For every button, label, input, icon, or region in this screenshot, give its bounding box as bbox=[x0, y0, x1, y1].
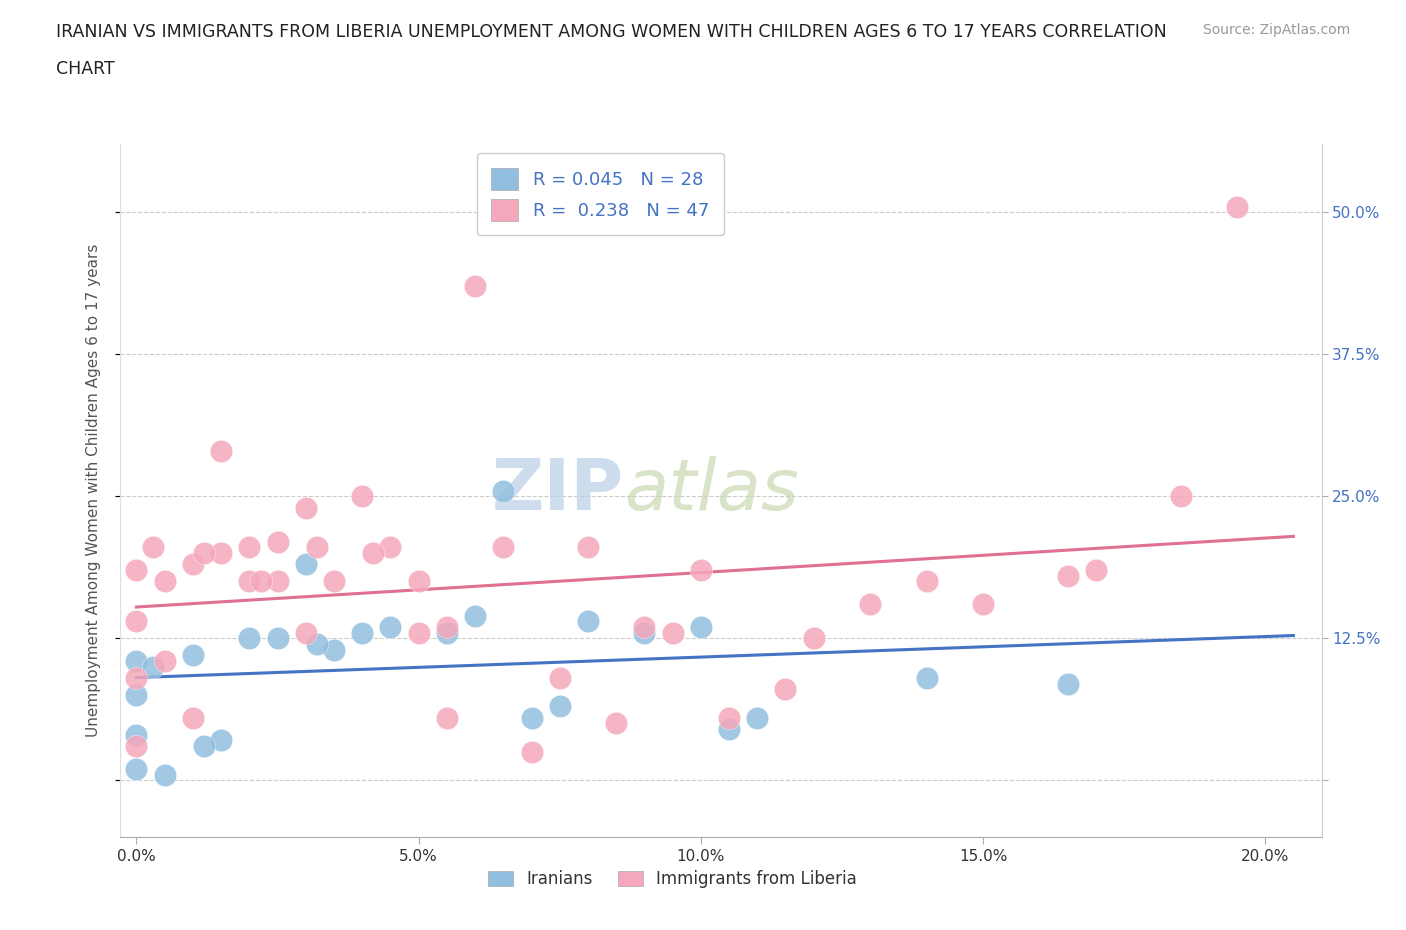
Point bbox=[803, 631, 825, 645]
Text: IRANIAN VS IMMIGRANTS FROM LIBERIA UNEMPLOYMENT AMONG WOMEN WITH CHILDREN AGES 6: IRANIAN VS IMMIGRANTS FROM LIBERIA UNEMP… bbox=[56, 23, 1167, 41]
Point bbox=[380, 619, 402, 634]
Point bbox=[266, 574, 288, 589]
Point bbox=[408, 574, 430, 589]
Point bbox=[125, 727, 148, 742]
Point bbox=[125, 671, 148, 685]
Point bbox=[747, 711, 769, 725]
Point bbox=[859, 597, 882, 612]
Point bbox=[125, 687, 148, 702]
Y-axis label: Unemployment Among Women with Children Ages 6 to 17 years: Unemployment Among Women with Children A… bbox=[86, 244, 101, 737]
Point bbox=[181, 711, 204, 725]
Point bbox=[408, 625, 430, 640]
Point bbox=[238, 631, 260, 645]
Point bbox=[1056, 568, 1078, 583]
Text: CHART: CHART bbox=[56, 60, 115, 78]
Point bbox=[380, 540, 402, 555]
Point bbox=[520, 711, 543, 725]
Point bbox=[209, 733, 232, 748]
Point bbox=[142, 659, 165, 674]
Point bbox=[125, 762, 148, 777]
Point bbox=[436, 625, 458, 640]
Text: ZIP: ZIP bbox=[492, 456, 624, 525]
Point bbox=[661, 625, 683, 640]
Point bbox=[464, 608, 486, 623]
Point bbox=[718, 711, 741, 725]
Point bbox=[352, 489, 374, 504]
Point bbox=[266, 534, 288, 549]
Point bbox=[436, 711, 458, 725]
Point bbox=[153, 767, 176, 782]
Point bbox=[209, 444, 232, 458]
Point bbox=[323, 574, 346, 589]
Point bbox=[305, 636, 328, 651]
Point bbox=[576, 614, 599, 629]
Point bbox=[972, 597, 994, 612]
Point bbox=[520, 744, 543, 759]
Point bbox=[1056, 676, 1078, 691]
Point bbox=[153, 654, 176, 669]
Point bbox=[266, 631, 288, 645]
Text: atlas: atlas bbox=[624, 456, 799, 525]
Point bbox=[294, 500, 316, 515]
Point bbox=[1226, 199, 1249, 214]
Point bbox=[193, 546, 215, 561]
Point bbox=[193, 738, 215, 753]
Point bbox=[125, 738, 148, 753]
Point bbox=[605, 716, 627, 731]
Point bbox=[238, 540, 260, 555]
Text: Source: ZipAtlas.com: Source: ZipAtlas.com bbox=[1202, 23, 1350, 37]
Point bbox=[464, 279, 486, 294]
Point bbox=[689, 619, 711, 634]
Legend: Iranians, Immigrants from Liberia: Iranians, Immigrants from Liberia bbox=[481, 863, 863, 895]
Point bbox=[718, 722, 741, 737]
Point bbox=[492, 484, 515, 498]
Point bbox=[492, 540, 515, 555]
Point bbox=[548, 671, 571, 685]
Point bbox=[249, 574, 271, 589]
Point bbox=[181, 648, 204, 663]
Point bbox=[294, 625, 316, 640]
Point bbox=[633, 625, 655, 640]
Point bbox=[125, 563, 148, 578]
Point bbox=[363, 546, 385, 561]
Point bbox=[153, 574, 176, 589]
Point bbox=[915, 574, 938, 589]
Point bbox=[548, 699, 571, 714]
Point bbox=[294, 557, 316, 572]
Point bbox=[209, 546, 232, 561]
Point bbox=[305, 540, 328, 555]
Point bbox=[689, 563, 711, 578]
Point bbox=[576, 540, 599, 555]
Point bbox=[915, 671, 938, 685]
Point bbox=[125, 654, 148, 669]
Point bbox=[436, 619, 458, 634]
Point bbox=[181, 557, 204, 572]
Point bbox=[238, 574, 260, 589]
Point bbox=[633, 619, 655, 634]
Point bbox=[125, 614, 148, 629]
Point bbox=[323, 642, 346, 657]
Point bbox=[775, 682, 797, 697]
Point bbox=[1170, 489, 1192, 504]
Point bbox=[142, 540, 165, 555]
Point bbox=[352, 625, 374, 640]
Point bbox=[1084, 563, 1107, 578]
